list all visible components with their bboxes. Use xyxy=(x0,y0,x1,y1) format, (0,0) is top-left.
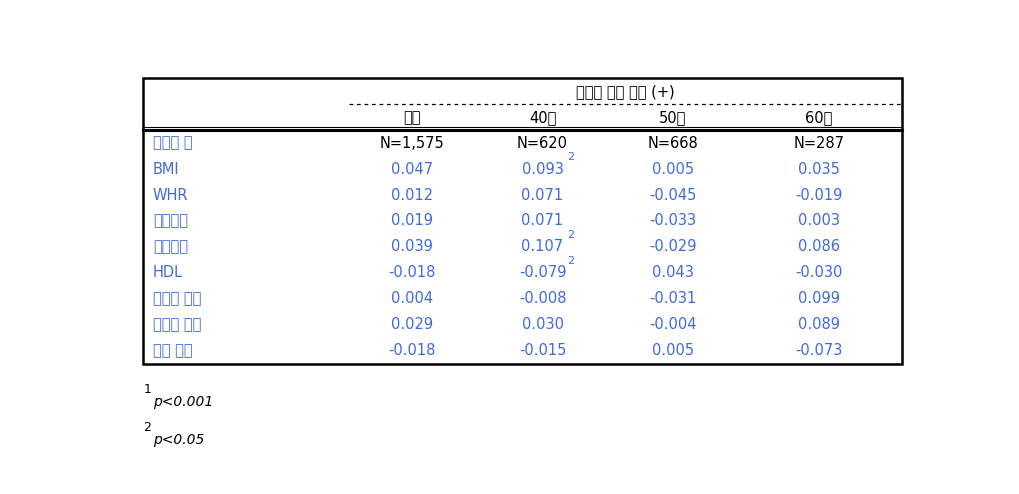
Text: -0.019: -0.019 xyxy=(795,188,842,203)
Text: 60대: 60대 xyxy=(805,110,833,124)
Text: -0.029: -0.029 xyxy=(648,240,696,254)
Text: 0.030: 0.030 xyxy=(521,317,562,332)
Text: -0.033: -0.033 xyxy=(649,213,696,228)
Text: 0.071: 0.071 xyxy=(521,188,564,203)
Text: 0.019: 0.019 xyxy=(390,213,433,228)
Text: 0.012: 0.012 xyxy=(390,188,433,203)
Text: 허리둘레: 허리둘레 xyxy=(153,213,187,228)
Text: 0.005: 0.005 xyxy=(651,343,693,358)
Text: HDL: HDL xyxy=(153,265,182,280)
Text: 이완기 혈압: 이완기 혈압 xyxy=(153,317,201,332)
Text: 1: 1 xyxy=(143,383,151,396)
Text: -0.045: -0.045 xyxy=(649,188,696,203)
Text: p<0.05: p<0.05 xyxy=(153,433,204,447)
Text: 0.086: 0.086 xyxy=(798,240,840,254)
Text: 0.047: 0.047 xyxy=(390,162,433,176)
Text: -0.018: -0.018 xyxy=(388,343,435,358)
Text: 육체적 직업 활동 (+): 육체적 직업 활동 (+) xyxy=(576,84,675,99)
Text: 0.071: 0.071 xyxy=(521,213,564,228)
Text: 0.099: 0.099 xyxy=(798,291,840,306)
Text: 0.005: 0.005 xyxy=(651,162,693,176)
Text: 수축기 혈압: 수축기 혈압 xyxy=(153,291,201,306)
Text: BMI: BMI xyxy=(153,162,179,176)
Text: N=668: N=668 xyxy=(647,136,698,151)
Text: -0.008: -0.008 xyxy=(519,291,566,306)
Text: 0.039: 0.039 xyxy=(390,240,433,254)
Text: 0.107: 0.107 xyxy=(521,240,564,254)
Text: 40대: 40대 xyxy=(528,110,555,124)
Text: -0.073: -0.073 xyxy=(795,343,842,358)
Text: 대상자 수: 대상자 수 xyxy=(153,136,193,151)
Text: 중성지방: 중성지방 xyxy=(153,240,187,254)
Text: 0.004: 0.004 xyxy=(390,291,433,306)
Text: 2: 2 xyxy=(567,152,574,162)
Text: 2: 2 xyxy=(143,421,151,434)
Text: -0.018: -0.018 xyxy=(388,265,435,280)
Text: 0.035: 0.035 xyxy=(798,162,840,176)
Text: -0.079: -0.079 xyxy=(519,265,566,280)
Text: -0.015: -0.015 xyxy=(519,343,566,358)
Text: p<0.001: p<0.001 xyxy=(153,395,213,409)
Text: 0.089: 0.089 xyxy=(798,317,840,332)
Text: N=287: N=287 xyxy=(793,136,844,151)
Text: -0.030: -0.030 xyxy=(795,265,842,280)
Text: 0.093: 0.093 xyxy=(521,162,562,176)
Text: N=620: N=620 xyxy=(517,136,568,151)
Text: 공복 혈당: 공복 혈당 xyxy=(153,343,193,358)
Text: 0.043: 0.043 xyxy=(651,265,693,280)
Text: -0.031: -0.031 xyxy=(649,291,696,306)
Text: 0.003: 0.003 xyxy=(798,213,840,228)
Text: 50대: 50대 xyxy=(658,110,686,124)
Text: 2: 2 xyxy=(567,256,574,266)
Text: N=1,575: N=1,575 xyxy=(379,136,444,151)
Text: 전체: 전체 xyxy=(403,110,421,124)
Text: 2: 2 xyxy=(567,230,574,240)
Text: -0.004: -0.004 xyxy=(648,317,696,332)
Text: 0.029: 0.029 xyxy=(390,317,433,332)
Text: WHR: WHR xyxy=(153,188,189,203)
